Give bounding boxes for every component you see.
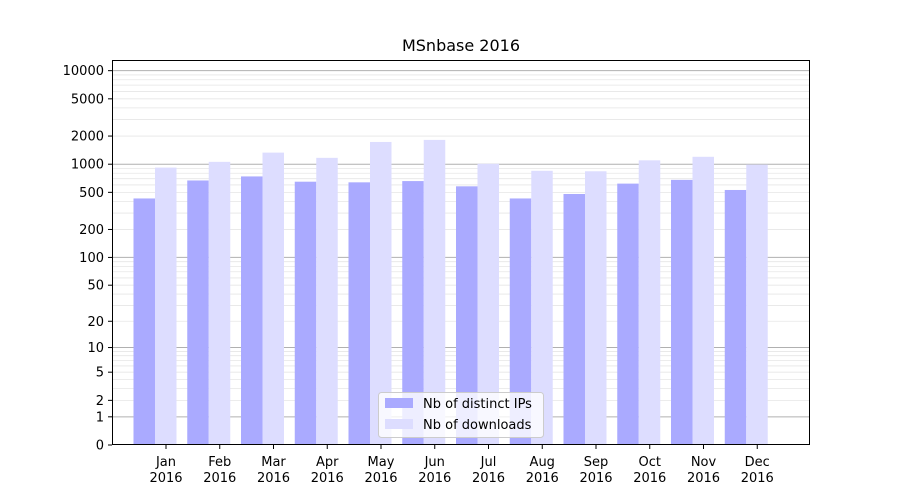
bar-distinct-ips <box>456 186 478 445</box>
x-tick-label: Mar 2016 <box>257 455 290 486</box>
y-tick-label: 5000 <box>71 92 104 107</box>
bar-distinct-ips <box>563 193 585 445</box>
y-tick-label: 0 <box>96 439 104 454</box>
bar-distinct-ips <box>294 181 317 445</box>
y-tick-label: 10 <box>87 341 104 356</box>
x-tick-label: Jun 2016 <box>418 455 451 486</box>
y-tick-label: 10000 <box>63 64 104 79</box>
y-tick-label: 1000 <box>71 158 104 173</box>
bar-distinct-ips <box>617 183 639 445</box>
bar-distinct-ips <box>671 179 693 445</box>
y-axis: 0 12 5 10 20 50 100 200 500 1000 2000 5000 10000 <box>63 64 112 454</box>
x-tick-label: Nov 2016 <box>687 455 720 486</box>
x-tick-label: Sep 2016 <box>579 455 612 486</box>
bar-downloads <box>370 141 392 445</box>
x-tick-label: Dec 2016 <box>741 455 774 486</box>
bars <box>133 139 768 446</box>
x-axis: Jan 2016 Feb 2016 Mar 2016 Apr 2016 May 2016 Jun 20… <box>149 445 774 486</box>
legend-swatch <box>385 419 413 429</box>
bar-downloads <box>316 157 338 445</box>
legend-swatch <box>385 398 413 408</box>
plot-frame <box>112 60 810 445</box>
x-tick-label: Apr 2016 <box>311 455 344 486</box>
bar-downloads <box>423 139 446 446</box>
x-tick-label: Oct 2016 <box>633 455 666 486</box>
x-tick-label: May 2016 <box>364 455 397 486</box>
bar-distinct-ips <box>348 182 370 445</box>
bar-downloads <box>477 163 499 445</box>
bar-downloads <box>155 167 177 445</box>
bar-downloads <box>531 170 553 445</box>
y-tick-label: 2000 <box>71 130 104 145</box>
bar-distinct-ips <box>724 189 747 445</box>
x-tick-label: Jul 2016 <box>472 455 505 486</box>
bar-downloads <box>262 152 284 446</box>
bar-downloads <box>638 160 661 445</box>
bar-downloads <box>585 171 607 445</box>
legend-label: Nb of downloads <box>423 418 532 433</box>
x-tick-label: Feb 2016 <box>203 455 236 486</box>
y-tick-label: 20 <box>87 315 104 330</box>
bar-distinct-ips <box>402 181 424 445</box>
y-tick-label: 50 <box>87 279 104 294</box>
legend-box <box>378 392 544 438</box>
legend-label: Nb of distinct IPs <box>423 397 532 412</box>
bar-downloads <box>208 161 231 446</box>
y-tick-label: 100 <box>79 251 104 266</box>
bar-distinct-ips <box>187 180 209 446</box>
bar-downloads <box>746 164 768 445</box>
legend: Nb of distinct IPs Nb of downloads <box>378 392 544 438</box>
y-tick-label: 500 <box>79 186 104 201</box>
bar-distinct-ips <box>509 198 532 445</box>
y-tick-label: 1 <box>96 410 104 425</box>
chart-title: MSnbase 2016 <box>402 36 520 55</box>
y-tick-label: 5 <box>96 366 104 381</box>
y-tick-label: 200 <box>79 223 104 238</box>
x-tick-label: Aug 2016 <box>526 455 559 486</box>
y-tick-label: 2 <box>96 394 104 409</box>
x-tick-label: Jan 2016 <box>149 455 182 486</box>
bar-distinct-ips <box>241 176 263 445</box>
bar-downloads <box>692 156 714 445</box>
bar-distinct-ips <box>133 198 155 445</box>
